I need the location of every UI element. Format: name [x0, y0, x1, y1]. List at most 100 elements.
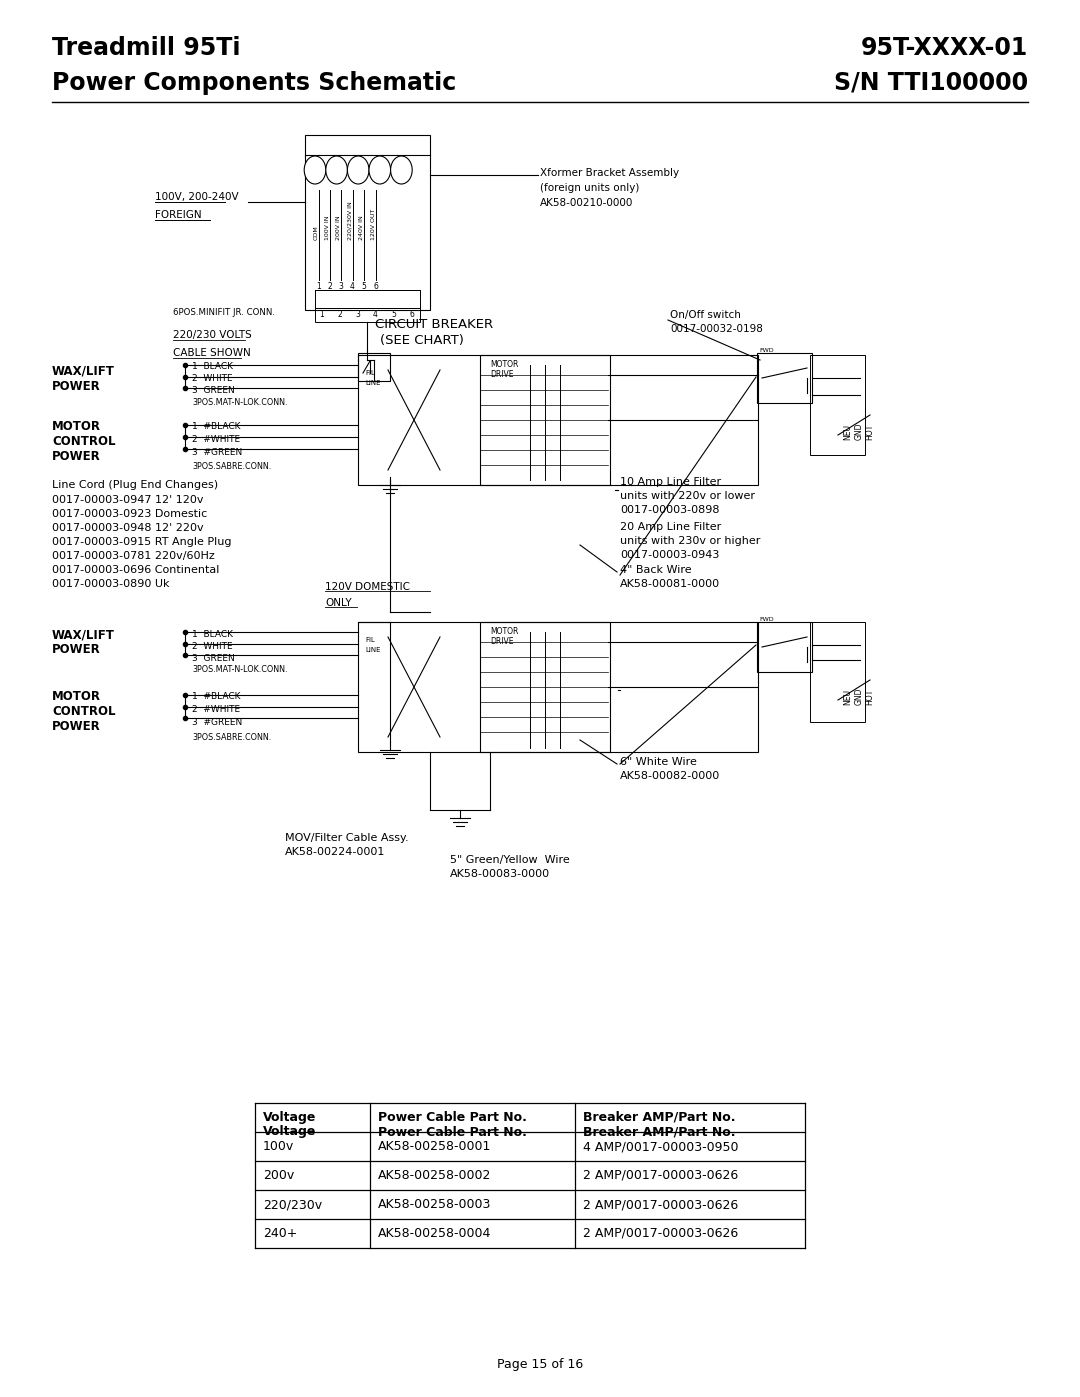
Text: 3: 3	[338, 282, 342, 291]
Text: FWD: FWD	[759, 348, 773, 353]
Bar	[757, 622, 812, 672]
Text: 6: 6	[373, 282, 378, 291]
Text: units with 230v or higher: units with 230v or higher	[620, 536, 760, 546]
Text: 4: 4	[350, 282, 355, 291]
Text: Page 15 of 16: Page 15 of 16	[497, 1358, 583, 1370]
Text: Treadmill 95Ti: Treadmill 95Ti	[52, 36, 241, 60]
Ellipse shape	[348, 156, 369, 184]
Text: 3POS.MAT-N-LOK.CONN.: 3POS.MAT-N-LOK.CONN.	[192, 398, 287, 407]
Text: COM: COM	[314, 225, 319, 240]
Text: ONLY: ONLY	[325, 598, 352, 608]
Text: Voltage: Voltage	[264, 1126, 316, 1139]
Text: FOREIGN: FOREIGN	[156, 210, 202, 219]
Text: 2  #WHITE: 2 #WHITE	[192, 434, 240, 444]
Text: 1  BLACK: 1 BLACK	[192, 630, 233, 638]
Bar	[315, 307, 420, 321]
Text: 95T-XXXX-01: 95T-XXXX-01	[861, 36, 1028, 60]
Text: NEU: NEU	[843, 425, 852, 440]
Text: 0017-00003-0898: 0017-00003-0898	[620, 504, 719, 515]
Text: CIRCUIT BREAKER: CIRCUIT BREAKER	[375, 319, 494, 331]
Text: WAX/LIFT: WAX/LIFT	[52, 629, 114, 641]
Text: LINE: LINE	[365, 380, 380, 386]
Text: AK58-00224-0001: AK58-00224-0001	[285, 847, 386, 856]
Text: AK58-00258-0001: AK58-00258-0001	[378, 1140, 491, 1153]
Text: 120V OUT: 120V OUT	[372, 208, 376, 240]
Text: 3POS.SABRE.CONN.: 3POS.SABRE.CONN.	[192, 462, 271, 471]
Text: (SEE CHART): (SEE CHART)	[380, 334, 464, 346]
Ellipse shape	[369, 156, 391, 184]
Text: 240V IN: 240V IN	[359, 215, 364, 240]
Text: POWER: POWER	[52, 719, 100, 733]
Text: MOV/Filter Cable Assy.: MOV/Filter Cable Assy.	[285, 833, 408, 842]
Bar	[305, 136, 430, 310]
Text: 200v: 200v	[264, 1169, 294, 1182]
Text: DRIVE: DRIVE	[490, 637, 513, 645]
Bar	[757, 353, 812, 402]
Bar	[810, 622, 865, 722]
Text: FIL: FIL	[365, 370, 375, 376]
Text: S/N TTI100000: S/N TTI100000	[834, 71, 1028, 95]
Text: 2: 2	[327, 282, 332, 291]
Text: Breaker AMP/Part No.: Breaker AMP/Part No.	[583, 1111, 735, 1125]
Ellipse shape	[391, 156, 413, 184]
Text: Voltage: Voltage	[264, 1111, 316, 1125]
Text: (foreign units only): (foreign units only)	[540, 183, 639, 193]
Text: 4" Back Wire: 4" Back Wire	[620, 564, 691, 576]
Bar	[480, 355, 610, 485]
Text: 6" White Wire: 6" White Wire	[620, 757, 697, 767]
Text: 2  #WHITE: 2 #WHITE	[192, 705, 240, 714]
Text: AK58-00258-0003: AK58-00258-0003	[378, 1199, 491, 1211]
Text: 4 AMP/0017-00003-0950: 4 AMP/0017-00003-0950	[583, 1140, 739, 1153]
Text: 220/230v: 220/230v	[264, 1199, 322, 1211]
Text: 3  GREEN: 3 GREEN	[192, 654, 234, 664]
Text: 100V IN: 100V IN	[325, 215, 330, 240]
Text: MOTOR: MOTOR	[490, 627, 518, 636]
Text: 2  WHITE: 2 WHITE	[192, 374, 232, 383]
Text: 1  #BLACK: 1 #BLACK	[192, 422, 241, 432]
Text: 100V, 200-240V: 100V, 200-240V	[156, 191, 239, 203]
Text: HOT: HOT	[865, 689, 875, 705]
Text: 100v: 100v	[264, 1140, 294, 1153]
Text: MOTOR: MOTOR	[52, 690, 102, 703]
Text: MOTOR: MOTOR	[490, 360, 518, 369]
Bar	[357, 622, 758, 752]
Text: 2 AMP/0017-00003-0626: 2 AMP/0017-00003-0626	[583, 1199, 739, 1211]
Bar	[810, 355, 865, 455]
Text: 1: 1	[316, 282, 321, 291]
Text: Xformer Bracket Assembly: Xformer Bracket Assembly	[540, 168, 679, 177]
Text: 5: 5	[391, 310, 396, 319]
Text: FIL: FIL	[365, 637, 375, 643]
Bar	[480, 622, 610, 752]
Text: 2 AMP/0017-00003-0626: 2 AMP/0017-00003-0626	[583, 1169, 739, 1182]
Text: CONTROL: CONTROL	[52, 705, 116, 718]
Text: CONTROL: CONTROL	[52, 434, 116, 448]
Text: On/Off switch: On/Off switch	[670, 310, 741, 320]
Text: 0017-00003-0948 12' 220v: 0017-00003-0948 12' 220v	[52, 522, 204, 534]
Text: AK58-00082-0000: AK58-00082-0000	[620, 771, 720, 781]
Text: FWD: FWD	[759, 617, 773, 622]
Text: AK58-00258-0002: AK58-00258-0002	[378, 1169, 491, 1182]
Text: Power Cable Part No.: Power Cable Part No.	[378, 1111, 527, 1125]
Text: 10 Amp Line Filter: 10 Amp Line Filter	[620, 476, 721, 488]
Text: 3POS.SABRE.CONN.: 3POS.SABRE.CONN.	[192, 733, 271, 742]
Text: units with 220v or lower: units with 220v or lower	[620, 490, 755, 502]
Text: HOT: HOT	[865, 423, 875, 440]
Text: MOTOR: MOTOR	[52, 420, 102, 433]
Text: 6: 6	[409, 310, 414, 319]
Text: NEU: NEU	[843, 689, 852, 705]
Text: 0017-00003-0915 RT Angle Plug: 0017-00003-0915 RT Angle Plug	[52, 536, 231, 548]
Text: 2: 2	[337, 310, 341, 319]
Text: 220/230V IN: 220/230V IN	[348, 201, 353, 240]
Text: 0017-00003-0943: 0017-00003-0943	[620, 550, 719, 560]
Text: 1: 1	[319, 310, 324, 319]
Text: POWER: POWER	[52, 450, 100, 462]
Text: POWER: POWER	[52, 380, 100, 393]
Text: LINE: LINE	[365, 647, 380, 652]
Text: Line Cord (Plug End Changes): Line Cord (Plug End Changes)	[52, 481, 218, 490]
Ellipse shape	[305, 156, 326, 184]
Text: 20 Amp Line Filter: 20 Amp Line Filter	[620, 522, 721, 532]
Text: AK58-00258-0004: AK58-00258-0004	[378, 1227, 491, 1241]
Text: 5: 5	[361, 282, 366, 291]
Text: AK58-00081-0000: AK58-00081-0000	[620, 578, 720, 590]
Text: 1  #BLACK: 1 #BLACK	[192, 692, 241, 701]
